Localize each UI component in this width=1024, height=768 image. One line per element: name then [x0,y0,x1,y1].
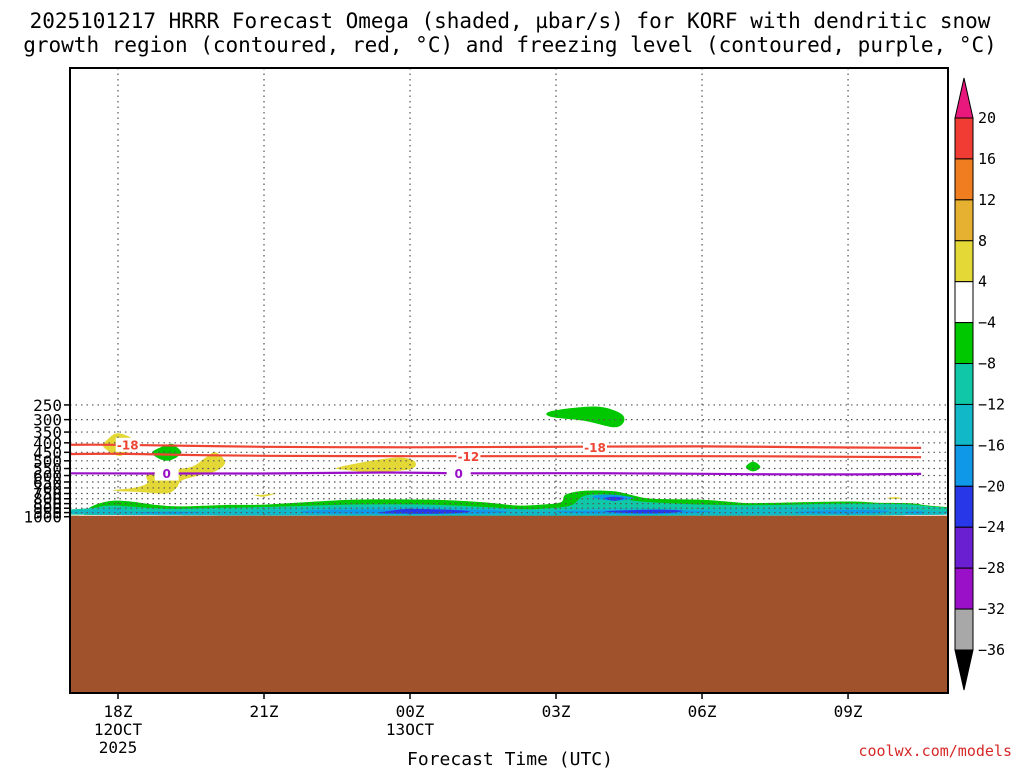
x-tick-label-03Z: 03Z [542,702,571,721]
contour-2 [69,471,922,476]
colorbar-bottom-arrow [954,649,974,691]
omega-region-5 [70,506,948,516]
colorbar-label-1: 16 [978,150,996,168]
colorbar-bin-11 [954,526,974,569]
x-tick-label-18Z: 18Z [104,702,133,721]
colorbar-label-10: −24 [978,518,1005,536]
credit-link[interactable]: coolwx.com/models [858,742,1012,760]
x-tick-date-18Z: 12OCT [94,720,143,739]
y-tick-label-300: 300 [33,411,62,430]
colorbar-label-7: −12 [978,395,1005,413]
omega-region-1 [546,406,625,428]
y-tick-label-250: 250 [33,396,62,415]
x-tick-date-00Z: 13OCT [386,720,435,739]
x-tick-label-00Z: 00Z [396,702,425,721]
colorbar-label-2: 12 [978,191,996,209]
y-tick-label-550: 550 [33,460,62,479]
y-tick-label-600: 600 [33,467,62,486]
colorbar-bin-1 [954,117,974,160]
contour-label-2-0: 0 [162,467,170,481]
colorbar-bin-7 [954,363,974,405]
contour-label-0-1: -18 [584,441,606,455]
chart-title-line-2: growth region (contoured, red, °C) and f… [23,33,997,57]
omega-region-19 [886,497,902,499]
colorbar-label-8: −16 [978,436,1005,454]
omega-region-2 [151,443,182,461]
y-tick-label-750: 750 [33,485,62,504]
x-tick-label-09Z: 09Z [834,702,863,721]
ground-surface [70,515,948,693]
colorbar-top-arrow [954,77,974,119]
pressure-axis: 2503003504004505005506006507007508008509… [23,396,70,527]
plot-frame [69,67,949,694]
colorbar-label-3: 8 [978,232,987,250]
x-tick-label-06Z: 06Z [688,702,717,721]
colorbar-label-0: 20 [978,109,996,127]
colorbar-label-4: 4 [978,273,987,291]
y-tick-label-500: 500 [33,452,62,471]
y-tick-label-650: 650 [33,473,62,492]
x-axis-label: Forecast Time (UTC) [407,749,613,768]
colorbar-bin-10 [954,485,974,528]
x-tick-year-18Z: 2025 [99,738,138,757]
colorbar-bin-12 [954,567,974,610]
y-tick-label-950: 950 [33,504,62,523]
y-tick-label-400: 400 [33,434,62,453]
colorbar-bin-5 [954,281,974,324]
y-tick-label-1000: 1000 [23,508,62,527]
y-tick-label-800: 800 [33,490,62,509]
x-tick-label-21Z: 21Z [250,702,279,721]
colorbar: 20 16 12 8 4 −4 −8 −12 −16 −20 −24 −28 −32 −36 [954,77,1005,691]
contour-label-bg-2-1 [446,466,471,481]
y-tick-label-350: 350 [33,423,62,442]
contour-label-0-0: -18 [117,438,139,452]
colorbar-bin-2 [954,158,974,201]
omega-region-8 [793,509,889,514]
y-tick-label-700: 700 [33,479,62,498]
colorbar-label-11: −28 [978,559,1005,577]
colorbar-bin-9 [954,444,974,487]
colorbar-label-5: −4 [978,314,996,332]
omega-region-13 [604,509,683,514]
y-tick-label-450: 450 [33,443,62,462]
colorbar-bin-3 [954,199,974,242]
omega-region-17 [335,457,416,473]
colorbar-label-13: −36 [978,641,1005,659]
colorbar-bin-13 [954,608,974,651]
contour-1 [69,452,922,459]
colorbar-bin-8 [954,403,974,446]
omega-region-3 [745,461,761,472]
omega-region-18 [254,493,277,497]
contour-label-bg-0-0 [115,437,140,452]
y-tick-label-850: 850 [33,495,62,514]
chart-title-line-1: 2025101217 HRRR Forecast Omega (shaded, … [30,9,991,33]
colorbar-label-9: −20 [978,477,1005,495]
y-tick-label-900: 900 [33,499,62,518]
colorbar-bin-4 [954,240,974,283]
contour-lines: -18 -18 -12 0 0 [69,437,922,481]
colorbar-bin-6 [954,322,974,365]
contour-label-2-1: 0 [455,467,463,481]
omega-region-14 [604,496,625,501]
contour-0 [69,443,922,449]
colorbar-label-6: −8 [978,355,996,373]
colorbar-label-12: −32 [978,600,1005,618]
contour-label-bg-0-1 [582,440,607,455]
contour-label-bg-2-0 [154,466,179,481]
contour-label-1-0: -12 [458,450,480,464]
contour-label-bg-1-0 [456,449,481,464]
